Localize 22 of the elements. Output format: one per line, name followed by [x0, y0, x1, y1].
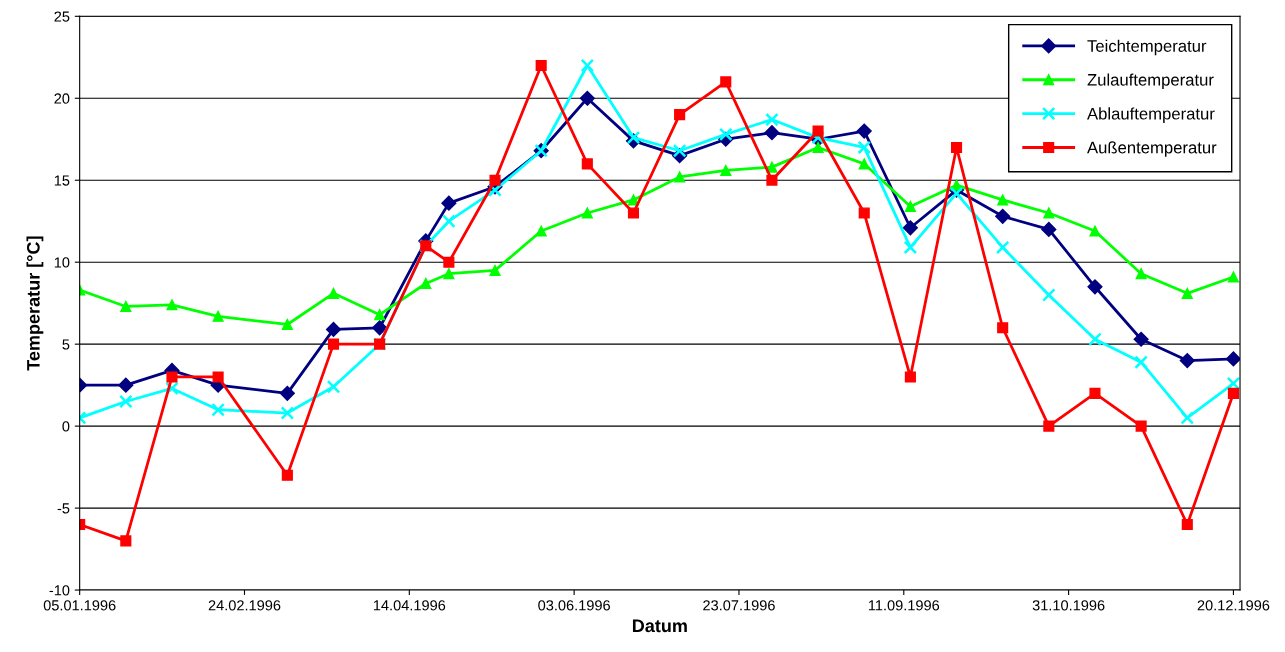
x-tick-label: 20.12.1996	[1197, 600, 1270, 611]
legend-label: Zulauftemperatur	[1087, 73, 1214, 90]
y-tick-label: 15	[54, 175, 70, 186]
x-tick-label: 05.01.1996	[43, 600, 116, 611]
legend-label: Ablauftemperatur	[1087, 107, 1215, 123]
y-tick-label: 5	[62, 339, 70, 350]
y-tick-label: 25	[54, 11, 70, 22]
x-axis-title: Datum	[632, 619, 687, 633]
legend-label: Außentemperatur	[1087, 141, 1217, 157]
x-tick-label: 23.07.1996	[703, 600, 775, 611]
x-tick-label: 31.10.1996	[1032, 600, 1105, 611]
y-tick-label: 0	[62, 421, 70, 432]
x-tick-label: 14.04.1996	[373, 600, 446, 611]
x-tick-label: 03.06.1996	[538, 600, 610, 611]
y-tick-label: 10	[54, 257, 70, 268]
x-tick-label: 11.09.1996	[868, 600, 940, 611]
legend-label: Teichtemperatur	[1087, 39, 1207, 56]
y-tick-label: -5	[57, 503, 70, 514]
y-tick-label: -10	[49, 585, 70, 596]
y-axis-title: Temperatur [°C]	[26, 236, 44, 371]
x-tick-label: 24.02.1996	[208, 600, 281, 611]
y-tick-label: 20	[54, 93, 70, 104]
